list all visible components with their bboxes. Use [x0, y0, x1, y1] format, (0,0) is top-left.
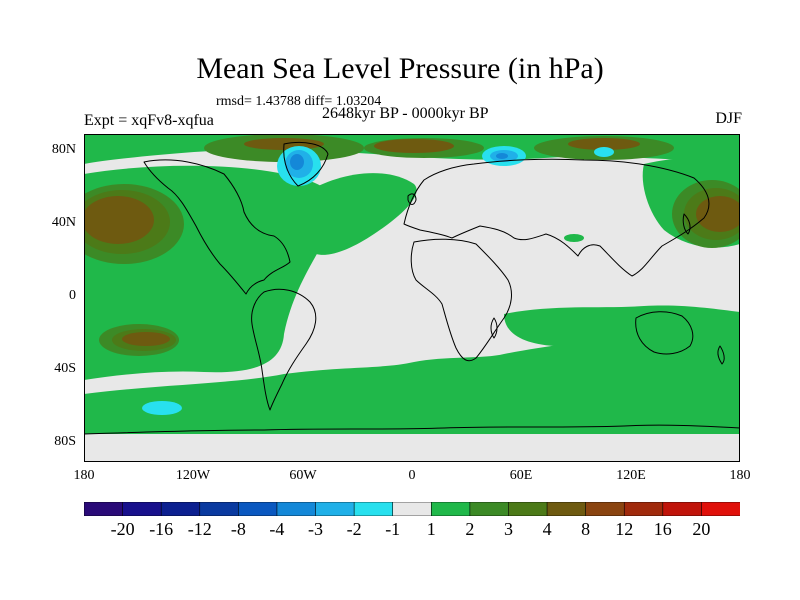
colorbar-swatch-16 — [701, 502, 740, 516]
japan-coast — [682, 213, 691, 235]
lon-label-60w: 60W — [289, 468, 317, 483]
colorbar-label: 3 — [504, 519, 513, 539]
colorbar-swatch-3 — [199, 502, 240, 516]
map-frame — [84, 134, 740, 462]
map-title: Mean Sea Level Pressure (in hPa) — [196, 52, 604, 85]
lat-label-40s: 40S — [54, 361, 76, 376]
antarctica-coast — [84, 424, 740, 435]
pressure-anomaly-map — [84, 134, 740, 462]
colorbar-swatch-2 — [160, 502, 201, 516]
experiment-label: Expt = xqFv8-xqfua — [84, 112, 214, 129]
uk-coast — [407, 193, 417, 205]
lon-label-60e: 60E — [509, 468, 533, 483]
south-america-coast — [251, 288, 317, 411]
colorbar-label: -1 — [385, 519, 401, 539]
colorbar-swatch-13 — [585, 502, 626, 516]
colorbar-swatch-14 — [623, 502, 664, 516]
colorbar-label: -16 — [149, 519, 174, 539]
field-minus3-4 — [290, 153, 508, 170]
period-label: 2648kyr BP - 0000kyr BP — [322, 105, 489, 122]
season-label: DJF — [715, 110, 742, 127]
colorbar-label: -20 — [110, 519, 135, 539]
colorbar-label: 12 — [615, 519, 634, 539]
colorbar-swatch-1 — [122, 502, 162, 516]
colorbar-label: -4 — [269, 519, 285, 539]
lat-label-80n: 80N — [51, 142, 76, 157]
colorbar-label: -12 — [187, 519, 212, 539]
colorbar-swatch-7 — [353, 502, 394, 516]
madagascar-coast — [490, 317, 498, 339]
colorbar-label: -2 — [346, 519, 362, 539]
colorbar-swatch-5 — [276, 502, 317, 516]
lon-label-180e: 180 — [729, 468, 751, 483]
coastlines — [84, 141, 740, 435]
lat-label-80s: 80S — [54, 434, 76, 449]
colorbar-label: -3 — [308, 519, 323, 539]
colorbar — [84, 502, 740, 516]
colorbar-swatch-12 — [546, 502, 587, 516]
rmsd-diff-stats: rmsd= 1.43788 diff= 1.03204 — [216, 94, 382, 109]
colorbar-label: 1 — [426, 519, 436, 539]
colorbar-label: -8 — [230, 519, 246, 539]
lon-label-0: 0 — [408, 468, 416, 483]
colorbar-label: 8 — [581, 519, 591, 539]
colorbar-swatch-0 — [84, 502, 124, 516]
lon-label-180w: 180 — [73, 468, 95, 483]
north-america-coast — [143, 159, 291, 295]
field-plus4-8 — [84, 138, 740, 346]
colorbar-swatch-11 — [508, 502, 548, 516]
lat-label-0: 0 — [69, 288, 76, 303]
colorbar-swatch-10 — [469, 502, 510, 516]
lon-label-120w: 120W — [175, 468, 211, 483]
colorbar-label: 2 — [465, 519, 475, 539]
colorbar-label: 4 — [542, 519, 552, 539]
colorbar-label: 20 — [692, 519, 711, 539]
colorbar-swatch-15 — [662, 502, 703, 516]
colorbar-swatch-4 — [238, 502, 278, 516]
australia-coast — [635, 311, 694, 355]
colorbar-label: 16 — [653, 519, 672, 539]
colorbar-swatch-6 — [315, 502, 355, 516]
lat-label-40n: 40N — [51, 215, 76, 230]
lon-label-120e: 120E — [616, 468, 646, 483]
colorbar-swatch-8 — [392, 502, 433, 516]
colorbar-swatch-9 — [430, 502, 471, 516]
new-zealand-coast — [717, 345, 725, 365]
greenland-coast — [283, 141, 329, 187]
africa-coast — [410, 238, 512, 362]
europe-asia-coast — [403, 158, 710, 277]
